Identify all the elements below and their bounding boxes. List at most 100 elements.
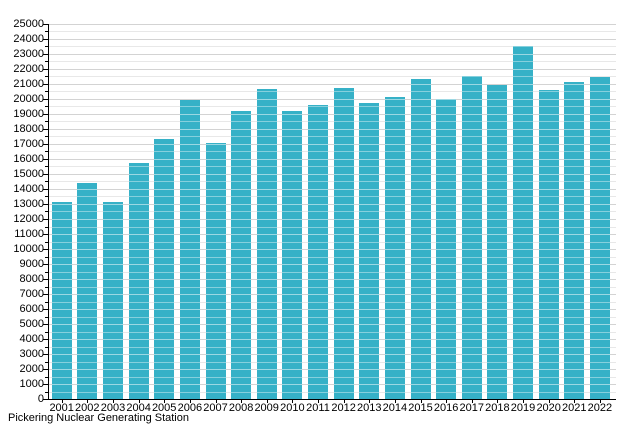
x-axis-label-2014: 2014 [382, 402, 408, 414]
minor-gridline-2500 [48, 361, 616, 363]
x-axis-label-2009: 2009 [254, 402, 279, 414]
bar-2015 [410, 79, 431, 399]
bar-2014 [384, 96, 405, 399]
y-major-tick-10000 [43, 249, 48, 250]
x-axis-label-2008: 2008 [228, 402, 254, 414]
gridline-overlay-19500 [48, 106, 616, 108]
y-minor-tick-3500 [45, 346, 48, 348]
gridline-overlay-13000 [48, 203, 616, 205]
gridline-overlay-15500 [48, 166, 616, 168]
minor-gridline-3500 [48, 346, 616, 348]
bar-2002 [77, 182, 98, 399]
y-major-tick-1000 [43, 384, 48, 385]
x-tick-2003 [113, 400, 114, 403]
minor-gridline-6500 [48, 301, 616, 303]
minor-gridline-22500 [48, 61, 616, 63]
x-axis-label-2012: 2012 [331, 402, 356, 414]
minor-gridline-4500 [48, 331, 616, 333]
x-tick-2017 [471, 400, 473, 403]
minor-gridline-16500 [48, 151, 616, 153]
x-tick-2018 [497, 400, 499, 403]
y-major-tick-14000 [43, 188, 48, 190]
x-tick-2014 [394, 400, 396, 403]
x-tick-2016 [446, 400, 448, 403]
x-axis-label-2018: 2018 [485, 402, 510, 414]
y-major-tick-12000 [43, 219, 48, 220]
gridline-overlay-10500 [48, 241, 616, 243]
y-major-tick-20000 [43, 98, 48, 100]
y-axis-label-8000: 8000 [19, 273, 44, 285]
minor-gridline-23500 [48, 46, 616, 48]
y-axis-label-7000: 7000 [19, 288, 44, 300]
x-axis-label-2011: 2011 [306, 402, 330, 414]
y-minor-tick-8500 [45, 271, 48, 273]
minor-gridline-8500 [48, 271, 616, 273]
y-axis-label-0: 0 [37, 393, 44, 405]
x-axis-label-2003: 2003 [100, 402, 126, 414]
x-tick-2008 [241, 400, 243, 403]
y-axis-label-1000: 1000 [19, 378, 44, 390]
x-tick-2002 [87, 400, 89, 403]
y-axis-label-21000: 21000 [13, 77, 44, 90]
gridline-overlay-10000 [48, 249, 616, 250]
y-major-tick-11000 [43, 234, 48, 235]
gridline-overlay-500 [48, 391, 616, 393]
y-minor-tick-2500 [45, 361, 48, 363]
bar-2017 [461, 76, 482, 399]
x-axis-label-2010: 2010 [280, 402, 305, 414]
y-axis-label-5000: 5000 [19, 318, 44, 330]
y-minor-tick-7500 [45, 286, 48, 288]
gridline-overlay-21000 [48, 83, 616, 85]
y-axis-label-22000: 22000 [13, 62, 44, 75]
x-tick-2021 [574, 400, 576, 403]
y-axis-label-13000: 13000 [13, 197, 44, 210]
y-major-tick-15000 [43, 173, 48, 175]
gridline-overlay-5000 [48, 324, 616, 325]
y-axis-label-3000: 3000 [19, 348, 44, 360]
minor-gridline-15500 [48, 166, 616, 168]
x-axis-label-2020: 2020 [536, 402, 561, 414]
gridline-overlay-15000 [48, 173, 616, 175]
y-minor-tick-19500 [45, 106, 48, 108]
bar-2019 [513, 45, 533, 399]
y-axis-label-19000: 19000 [13, 107, 44, 120]
gridline-overlay-6000 [48, 309, 616, 310]
x-tick-2004 [138, 400, 140, 403]
y-major-tick-13000 [43, 203, 48, 205]
minor-gridline-19500 [48, 106, 616, 108]
y-major-tick-23000 [43, 53, 48, 55]
gridline-overlay-13500 [48, 196, 616, 198]
gridline-overlay-20000 [48, 98, 616, 100]
bar-2022 [589, 77, 610, 399]
gridline-overlay-5500 [48, 316, 616, 318]
bar-2013 [359, 103, 380, 399]
x-axis-line [48, 399, 616, 400]
x-tick-2020 [548, 400, 550, 403]
y-major-tick-9000 [43, 264, 48, 265]
bar-2001 [51, 202, 72, 399]
gridline-overlay-19000 [48, 113, 616, 115]
y-minor-tick-1500 [45, 376, 48, 378]
x-tick-2022 [599, 400, 601, 403]
y-minor-tick-17500 [45, 136, 48, 138]
y-axis-label-9000: 9000 [19, 258, 44, 270]
gridline-overlay-4500 [48, 331, 616, 333]
minor-gridline-500 [48, 391, 616, 393]
x-tick-2011 [318, 400, 319, 403]
x-tick-2019 [523, 400, 524, 403]
gridline-overlay-24500 [48, 31, 616, 33]
y-major-tick-5000 [43, 324, 48, 325]
y-major-tick-7000 [43, 294, 48, 295]
gridline-overlay-7000 [48, 294, 616, 295]
x-axis-label-2021: 2021 [562, 402, 587, 414]
y-major-tick-18000 [43, 128, 48, 130]
y-major-tick-4000 [43, 339, 48, 340]
bar-2018 [487, 85, 508, 399]
y-axis-line [48, 23, 49, 399]
y-major-tick-21000 [43, 83, 48, 85]
y-minor-tick-500 [45, 391, 48, 393]
gridline-overlay-11000 [48, 234, 616, 235]
y-axis-label-18000: 18000 [13, 122, 44, 135]
y-minor-tick-15500 [45, 166, 48, 168]
gridline-overlay-24000 [48, 38, 616, 40]
